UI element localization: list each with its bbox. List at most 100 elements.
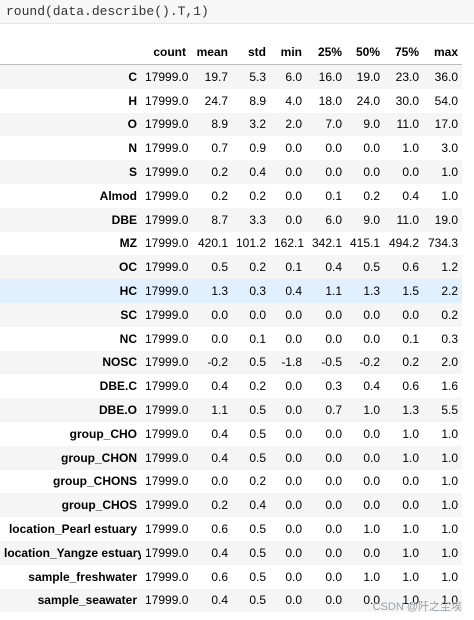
table-cell: 0.0 — [363, 307, 380, 322]
table-cell: 17.0 — [434, 117, 458, 132]
row-label: group_CHOS — [61, 498, 137, 513]
table-cell: 0.0 — [402, 474, 419, 489]
table-cell: 0.1 — [285, 260, 302, 275]
table-row: Almod 17999.0 0.2 0.2 0.0 0.1 0.2 0.4 1.0 — [0, 184, 462, 208]
csdn-watermark: CSDN @阡之尘埃 — [372, 601, 462, 613]
table-cell: 0.3 — [325, 379, 342, 394]
row-label: NC — [119, 331, 137, 346]
table-cell: 0.4 — [402, 188, 419, 203]
table-cell: 23.0 — [395, 69, 419, 84]
table-cell: 0.0 — [285, 593, 302, 608]
table-cell: 0.0 — [285, 331, 302, 346]
table-cell: 734.3 — [427, 236, 458, 251]
table-cell: 30.0 — [395, 93, 419, 108]
table-cell: 101.2 — [236, 236, 267, 251]
table-cell: 1.0 — [402, 141, 419, 156]
table-row: S 17999.0 0.2 0.4 0.0 0.0 0.0 0.0 1.0 — [0, 160, 462, 184]
table-cell: 0.1 — [402, 331, 419, 346]
table-cell: 0.4 — [211, 379, 228, 394]
table-cell: 17999.0 — [145, 284, 189, 299]
column-header: 25% — [306, 40, 346, 65]
table-cell: 0.0 — [363, 450, 380, 465]
row-label: DBE — [111, 212, 137, 227]
table-cell: 54.0 — [434, 93, 458, 108]
table-cell: 17999.0 — [145, 188, 189, 203]
table-cell: 0.0 — [363, 141, 380, 156]
table-cell: 3.0 — [441, 141, 458, 156]
column-header: count — [141, 40, 190, 65]
table-cell: 0.0 — [211, 307, 228, 322]
table-cell: 0.0 — [285, 498, 302, 513]
table-header: count mean std min 25% 50% 75% max — [0, 40, 462, 65]
table-cell: 0.0 — [325, 450, 342, 465]
table-cell: 8.9 — [249, 93, 266, 108]
table-cell: 4.0 — [285, 93, 302, 108]
table-cell: 0.0 — [402, 307, 419, 322]
column-header: mean — [190, 40, 232, 65]
row-label: H — [128, 93, 137, 108]
table-cell: 420.1 — [197, 236, 228, 251]
table-cell: 0.0 — [363, 498, 380, 513]
header-row: count mean std min 25% 50% 75% max — [0, 40, 462, 65]
table-cell: 0.0 — [285, 165, 302, 180]
row-label: group_CHO — [69, 426, 137, 441]
table-cell: 24.0 — [356, 93, 380, 108]
table-row: location_Yangze estuary 17999.0 0.4 0.5 0.0 0… — [0, 540, 462, 565]
row-label: location_Pearl estuary — [8, 522, 137, 537]
table-cell: 1.1 — [211, 403, 228, 418]
table-cell: 17999.0 — [145, 212, 189, 227]
table-cell: 17999.0 — [145, 236, 189, 251]
table-cell: 0.0 — [285, 474, 302, 489]
row-label: SC — [120, 307, 137, 322]
table-cell: 1.0 — [402, 450, 419, 465]
table-cell: 6.0 — [285, 69, 302, 84]
table-row: OC 17999.0 0.5 0.2 0.1 0.4 0.5 0.6 1.2 — [0, 255, 462, 280]
table-cell: 17999.0 — [145, 403, 189, 418]
table-row: DBE.C 17999.0 0.4 0.2 0.0 0.3 0.4 0.6 1.6 — [0, 374, 462, 398]
table-cell: 1.0 — [441, 165, 458, 180]
table-cell: 0.4 — [249, 165, 266, 180]
table-cell: 0.4 — [211, 450, 228, 465]
table-cell: 0.0 — [325, 307, 342, 322]
table-cell: 0.1 — [325, 188, 342, 203]
table-cell: 1.0 — [441, 593, 458, 608]
table-body: C 17999.0 19.7 5.3 6.0 16.0 19.0 23.0 36.0 H 17999… — [0, 64, 462, 613]
row-label: group_CHONS — [53, 474, 137, 489]
table-cell: 1.0 — [441, 498, 458, 513]
table-cell: 0.2 — [402, 355, 419, 370]
table-cell: 0.0 — [211, 474, 228, 489]
table-cell: 0.0 — [285, 141, 302, 156]
table-row: H 17999.0 24.7 8.9 4.0 18.0 24.0 30.0 54.0 — [0, 89, 462, 113]
table-cell: 0.0 — [325, 331, 342, 346]
table-cell: 36.0 — [434, 69, 458, 84]
table-cell: 0.5 — [249, 593, 266, 608]
table-cell: 3.2 — [249, 117, 266, 132]
table-cell: 0.4 — [325, 260, 342, 275]
table-cell: 2.0 — [285, 117, 302, 132]
row-label: sample_seawater — [37, 593, 137, 608]
row-label: DBE.O — [98, 403, 137, 418]
table-cell: 0.0 — [325, 165, 342, 180]
table-cell: 1.0 — [402, 593, 419, 608]
table-cell: 0.2 — [249, 188, 266, 203]
table-cell: 162.1 — [274, 236, 305, 251]
table-cell: 17999.0 — [145, 93, 189, 108]
table-row: sample_seawater 17999.0 0.4 0.5 0.0 0.0 0.0 1.0… — [0, 588, 462, 613]
table-cell: 17999.0 — [145, 450, 189, 465]
table-cell: 0.0 — [285, 212, 302, 227]
row-label: O — [127, 117, 137, 132]
row-label: OC — [119, 260, 137, 275]
table-row: C 17999.0 19.7 5.3 6.0 16.0 19.0 23.0 36.0 — [0, 64, 462, 89]
table-cell: 0.2 — [211, 498, 228, 513]
table-cell: 1.3 — [402, 403, 419, 418]
table-cell: 0.2 — [249, 260, 266, 275]
table-cell: 0.0 — [325, 474, 342, 489]
table-cell: 0.0 — [402, 498, 419, 513]
table-cell: 0.2 — [363, 188, 380, 203]
table-cell: 0.0 — [285, 569, 302, 584]
table-cell: 17999.0 — [145, 141, 189, 156]
table-row: DBE.O 17999.0 1.1 0.5 0.0 0.7 1.0 1.3 5.5 — [0, 398, 462, 422]
table-row: group_CHON 17999.0 0.4 0.5 0.0 0.0 0.0 1.0 1.0 — [0, 445, 462, 470]
code-cell[interactable]: round(data.describe().T,1) — [0, 0, 474, 24]
table-cell: 17999.0 — [145, 569, 189, 584]
